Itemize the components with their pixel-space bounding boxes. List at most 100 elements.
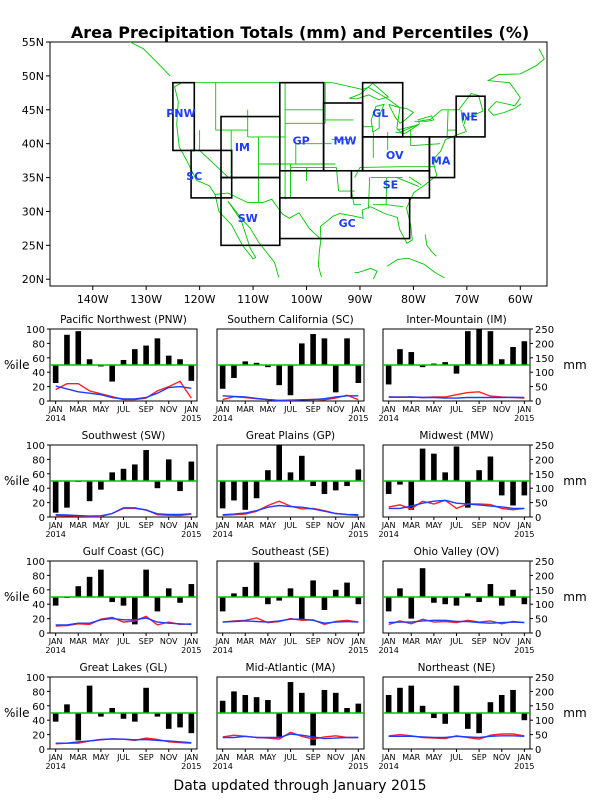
lat-tick-label: 30N (22, 205, 44, 218)
percentile-bar (332, 692, 339, 713)
percentile-bar (265, 365, 271, 368)
region-label-gp: GP (293, 134, 310, 147)
percentile-bar (86, 359, 93, 365)
x-tick-label: NOV (160, 637, 178, 646)
normal-mm-line (388, 619, 525, 624)
bahamas (424, 234, 437, 257)
region-label-se: SE (383, 178, 398, 191)
percentile-bar (219, 700, 226, 713)
x-tick-label: JAN (517, 637, 532, 646)
normal-mm-line (55, 507, 192, 517)
region-box-sc (190, 149, 233, 199)
percentile-bar (132, 464, 138, 481)
mm-tick-label: 0 (535, 397, 541, 408)
normal-mm-line (55, 385, 192, 400)
percentile-bar (287, 472, 294, 481)
percentile-bar (276, 365, 282, 386)
x-tick-label: SEP (139, 753, 154, 762)
region-label-gl: GL (372, 107, 388, 120)
percentile-bar (332, 481, 339, 491)
x-tick-label: JAN (351, 521, 366, 530)
pct-tick-label: 40 (32, 716, 45, 727)
map-region-boxes: PNW SC IM SW GP MW GL OV SE GC MA NE (166, 81, 486, 247)
mm-tick-label: 150 (535, 354, 554, 365)
yucatan (354, 267, 378, 280)
percentile-bar (165, 588, 172, 597)
x-tick-label: MAR (402, 753, 420, 762)
state-line (368, 177, 371, 209)
year-start-label: 2014 (378, 646, 398, 655)
percentile-bar (219, 365, 226, 389)
percentile-bar (253, 481, 260, 499)
x-tick-label: MAR (402, 521, 420, 530)
pct-tick-label: 0 (39, 513, 45, 524)
year-start-label: 2014 (378, 414, 398, 423)
lat-tick-label: 40N (22, 138, 44, 151)
x-tick-label: MAY (260, 753, 277, 762)
year-end-label: 2015 (348, 646, 368, 655)
percentile-bar (265, 700, 271, 713)
percentile-bar (52, 597, 59, 606)
percentile-bar (132, 349, 138, 365)
mm-tick-label: 250 (535, 325, 554, 336)
x-tick-label: JAN (517, 521, 532, 530)
panel-title: Great Lakes (GL) (79, 662, 167, 674)
x-tick-label: JAN (517, 753, 532, 762)
x-tick-label: MAR (69, 521, 87, 530)
percentile-bar (510, 481, 516, 506)
lat-tick-label: 25N (22, 239, 44, 252)
percentile-bar (431, 453, 437, 481)
year-end-label: 2015 (514, 530, 534, 539)
x-tick-label: SEP (306, 521, 321, 530)
mm-tick-label: 0 (535, 629, 541, 640)
x-tick-label: MAY (426, 753, 443, 762)
percentile-bar (64, 334, 70, 365)
year-start-label: 2014 (212, 414, 232, 423)
us-region-map: PNW SC IM SW GP MW GL OV SE GC MA NE 55N 50N 45N 40N 35… (22, 36, 548, 306)
percentile-bar (521, 713, 528, 721)
x-tick-label: JAN (215, 405, 230, 414)
panel-title: Inter-Mountain (IM) (406, 314, 506, 326)
x-tick-label: JAN (215, 753, 230, 762)
pct-tick-label: 40 (32, 600, 45, 611)
pct-axis-label: %ile (4, 590, 29, 604)
percentile-bar (385, 481, 392, 494)
pct-tick-label: 100 (26, 441, 45, 452)
percentile-bar (408, 597, 415, 619)
percentile-bar (408, 685, 415, 713)
mm-tick-label: 50 (535, 499, 548, 510)
percentile-bar (143, 345, 149, 365)
pct-tick-label: 40 (32, 484, 45, 495)
percentile-bar (253, 562, 260, 597)
x-tick-label: MAR (402, 405, 420, 414)
x-tick-label: JAN (517, 405, 532, 414)
year-start-label: 2014 (45, 530, 65, 539)
year-start-label: 2014 (212, 530, 232, 539)
percentile-bar (397, 687, 403, 713)
mm-axis-label: mm (563, 590, 586, 604)
percentile-bar (321, 689, 328, 713)
percentile-bar (521, 341, 528, 365)
percentile-bar (52, 713, 59, 722)
pct-tick-label: 20 (32, 615, 45, 626)
mm-axis-labels: mm mm mm mm (563, 358, 586, 720)
normal-mm-line (222, 618, 359, 624)
year-end-label: 2015 (181, 646, 201, 655)
lon-tick-label: 100W (291, 293, 323, 306)
x-tick-label: JUL (116, 637, 130, 646)
percentile-bar (86, 576, 93, 597)
percentile-bar (355, 365, 362, 383)
panel-title: Midwest (MW) (419, 430, 493, 442)
panel-title: Southeast (SE) (252, 546, 330, 558)
x-tick-label: JUL (449, 637, 463, 646)
panel-10: Mid-Atlantic (MA)JAN MAR MAY JUL SEP NOV JAN20… (212, 662, 368, 771)
x-tick-label: MAR (236, 521, 254, 530)
percentile-bar (109, 472, 115, 481)
mexico-gulf-coast (317, 239, 322, 278)
total-mm-line (388, 618, 525, 626)
mm-tick-label: 50 (535, 731, 548, 742)
x-tick-label: SEP (472, 521, 487, 530)
x-tick-label: JUL (283, 405, 297, 414)
pct-tick-label: 80 (32, 455, 45, 466)
x-tick-label: NOV (493, 753, 511, 762)
